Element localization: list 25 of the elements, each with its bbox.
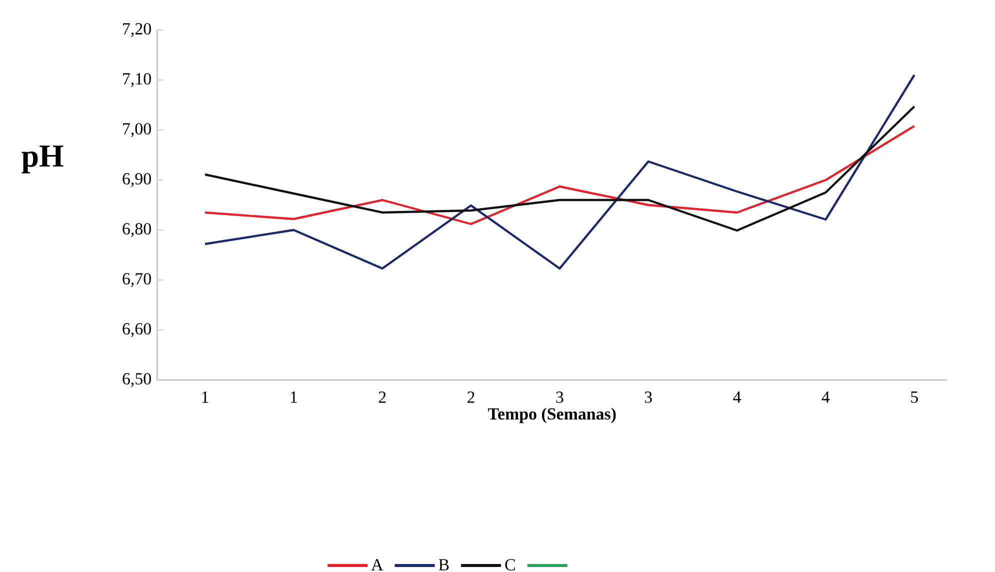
y-tick-label: 7,10 xyxy=(123,73,151,87)
y-tick-label: 6,80 xyxy=(122,223,151,237)
y-tick-label: 7,00 xyxy=(123,123,151,137)
x-tick-label: 4 xyxy=(822,392,830,403)
x-tick-label: 2 xyxy=(378,392,386,403)
legend-label: C xyxy=(505,559,515,571)
x-tick-label: 2 xyxy=(468,392,474,403)
x-tick-label: 3 xyxy=(644,392,652,403)
x-tick-label: 5 xyxy=(911,392,918,403)
x-axis-title: Tempo (Semanas) xyxy=(488,408,616,424)
line-series xyxy=(204,74,916,270)
x-tick-label: 4 xyxy=(733,392,741,403)
y-tick-label: 6,70 xyxy=(122,273,151,287)
y-tick-label: 6,90 xyxy=(122,173,151,187)
line-series xyxy=(204,124,916,226)
y-tick-label: 6,50 xyxy=(122,373,151,387)
x-tick-label: 3 xyxy=(556,392,564,403)
x-tick-label: 1 xyxy=(290,392,297,403)
x-tick-label: 1 xyxy=(202,392,208,403)
line-series xyxy=(204,105,916,232)
y-tick-label: 6,60 xyxy=(122,323,151,337)
y-axis-title: pH xyxy=(22,146,64,174)
y-tick-label: 7,20 xyxy=(123,23,151,37)
legend-label: B xyxy=(438,559,449,570)
legend-label: A xyxy=(371,559,384,570)
